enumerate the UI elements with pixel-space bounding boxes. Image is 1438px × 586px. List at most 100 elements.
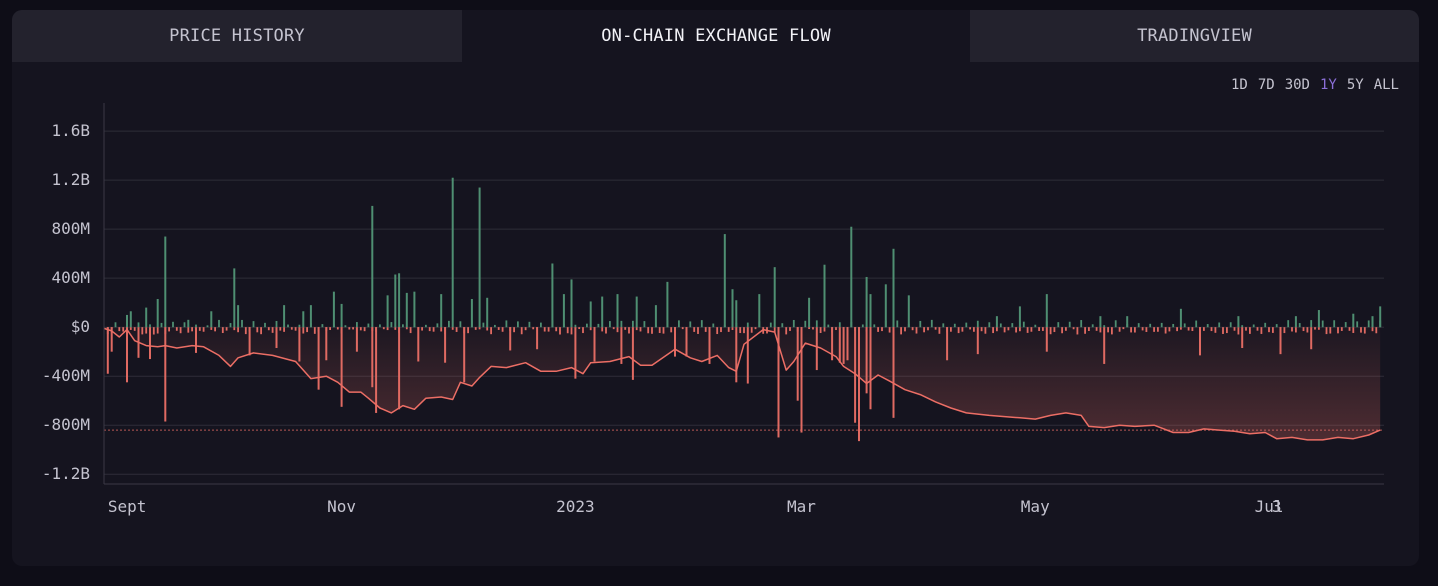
outflow-bar xyxy=(352,327,354,330)
outflow-bar xyxy=(635,327,638,331)
outflow-bar xyxy=(336,327,339,330)
inflow-bar xyxy=(340,303,343,328)
inflow-bar xyxy=(505,320,508,328)
inflow-bar xyxy=(1080,320,1083,328)
outflow-bar xyxy=(168,327,170,332)
outflow-bar xyxy=(191,327,193,332)
outflow-bar xyxy=(1352,327,1355,333)
outflow-bar xyxy=(156,327,159,334)
outflow-bar xyxy=(543,327,546,332)
inflow-bar xyxy=(367,323,370,328)
range-1y-button[interactable]: 1Y xyxy=(1319,77,1337,93)
x-tick-label: Sept xyxy=(108,497,147,516)
outflow-bar xyxy=(815,327,818,371)
cumulative-line-group xyxy=(103,327,1384,441)
inflow-bar xyxy=(1091,324,1094,328)
inflow-bar xyxy=(398,273,401,328)
inflow-bar xyxy=(486,297,489,328)
inflow-bar xyxy=(459,321,462,328)
inflow-bar xyxy=(252,321,255,328)
inflow-bar xyxy=(758,294,761,328)
inflow-bar xyxy=(808,297,811,328)
inflow-bar xyxy=(689,321,692,328)
outflow-bar xyxy=(693,327,696,332)
x-tick-label: 2023 xyxy=(556,497,595,516)
outflow-bar xyxy=(317,327,320,390)
outflow-bar xyxy=(846,327,849,361)
inflow-bar xyxy=(287,324,289,328)
outflow-bar xyxy=(996,327,998,332)
outflow-bar xyxy=(639,327,642,332)
inflow-bar xyxy=(586,323,588,328)
outflow-bar xyxy=(605,327,607,334)
inflow-bar xyxy=(616,294,619,328)
exchange-flow-panel: PRICE HISTORY ON-CHAIN EXCHANGE FLOW TRA… xyxy=(12,10,1419,566)
inflow-bar xyxy=(425,324,427,328)
outflow-bar xyxy=(685,327,688,357)
inflow-bar xyxy=(1321,320,1324,328)
range-7d-button[interactable]: 7D xyxy=(1257,77,1275,93)
outflow-bar xyxy=(1103,327,1106,364)
tab-tradingview[interactable]: TRADINGVIEW xyxy=(970,10,1419,62)
range-all-button[interactable]: ALL xyxy=(1373,77,1399,93)
inflow-bar xyxy=(1287,320,1290,328)
outflow-bar xyxy=(394,327,397,330)
outflow-bar xyxy=(720,327,722,333)
range-5y-button[interactable]: 5Y xyxy=(1346,77,1364,93)
tab-price-history[interactable]: PRICE HISTORY xyxy=(12,10,462,62)
outflow-bar xyxy=(409,327,412,334)
outflow-bar xyxy=(359,327,362,331)
outflow-bar xyxy=(1310,327,1313,350)
inflow-bar xyxy=(597,323,600,328)
outflow-bar xyxy=(1187,327,1190,331)
outflow-bar xyxy=(578,327,581,330)
outflow-bar xyxy=(260,327,262,335)
outflow-bar xyxy=(348,327,351,330)
inflow-bar xyxy=(976,320,979,328)
inflow-bar xyxy=(237,305,240,328)
outflow-bar xyxy=(1249,327,1251,334)
outflow-bar xyxy=(980,327,983,332)
outflow-bar xyxy=(267,327,270,331)
inflow-bar xyxy=(470,299,473,328)
range-30d-button[interactable]: 30D xyxy=(1284,77,1310,93)
inflow-bar xyxy=(494,324,496,328)
outflow-bar xyxy=(658,327,661,334)
outflow-bar xyxy=(187,327,190,333)
inflow-bar xyxy=(700,320,703,328)
inflow-bar xyxy=(892,248,895,328)
inflow-bar xyxy=(394,274,397,328)
inflow-bar xyxy=(678,320,680,328)
outflow-bar xyxy=(934,327,937,330)
outflow-bar xyxy=(501,327,504,332)
inflow-bar xyxy=(478,187,481,328)
outflow-bar xyxy=(593,327,596,362)
inflow-bar xyxy=(869,294,872,328)
inflow-bar xyxy=(1352,313,1355,328)
range-1d-button[interactable]: 1D xyxy=(1230,77,1248,93)
tab-on-chain-exchange-flow[interactable]: ON-CHAIN EXCHANGE FLOW xyxy=(462,10,970,62)
inflow-bar xyxy=(172,321,174,328)
outflow-bar xyxy=(432,327,435,332)
outflow-bar xyxy=(271,327,274,333)
outflow-bar xyxy=(1363,327,1366,334)
outflow-bar xyxy=(179,327,182,334)
inflow-bar xyxy=(1022,321,1025,328)
outflow-bar xyxy=(628,327,630,334)
outflow-bar xyxy=(405,327,408,330)
outflow-bar xyxy=(746,327,749,384)
outflow-bar xyxy=(838,327,841,363)
inflow-bar xyxy=(769,322,772,328)
outflow-bar xyxy=(589,327,592,331)
outflow-bar xyxy=(1157,327,1159,332)
cumulative-line xyxy=(103,327,1381,441)
inflow-bar xyxy=(635,296,638,328)
inflow-bar xyxy=(1034,324,1037,328)
outflow-bar xyxy=(808,327,810,330)
outflow-bar xyxy=(275,327,278,349)
inflow-bar xyxy=(1160,322,1163,328)
outflow-bar xyxy=(417,327,420,362)
inflow-bar xyxy=(999,323,1002,328)
outflow-bar xyxy=(624,327,627,330)
outflow-bar xyxy=(735,327,738,383)
